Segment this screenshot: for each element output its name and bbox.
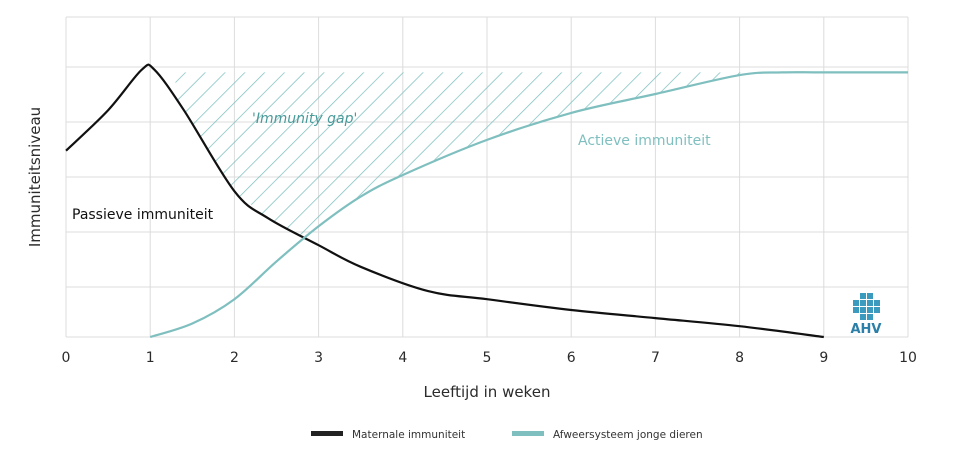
ahv-logo-mark: [853, 293, 880, 320]
x-tick-label: 8: [735, 350, 744, 366]
immunity-gap-label: 'Immunity gap': [252, 111, 357, 127]
legend: Maternale immuniteit Afweersysteem jonge…: [311, 429, 703, 441]
immunity-gap-area: [175, 72, 744, 237]
x-tick-label: 9: [819, 350, 828, 366]
x-tick-label: 1: [146, 350, 155, 366]
y-axis-title: Immuniteitsniveau: [26, 107, 44, 247]
ahv-logo: AHV: [850, 293, 882, 337]
x-tick-label: 2: [230, 350, 239, 366]
x-tick-label: 3: [314, 350, 323, 366]
x-tick-label: 6: [567, 350, 576, 366]
x-tick-label: 4: [398, 350, 407, 366]
legend-label-active: Afweersysteem jonge dieren: [553, 429, 703, 441]
ahv-logo-text: AHV: [850, 322, 881, 337]
legend-swatch-active: [512, 431, 544, 436]
x-axis-ticks: 0 1 2 3 4 5 6 7 8 9 10: [62, 350, 917, 366]
active-immunity-line: [149, 71, 908, 339]
x-tick-label: 10: [899, 350, 917, 366]
x-tick-label: 5: [483, 350, 492, 366]
maternal-immunity-line: [65, 63, 824, 339]
x-axis-title: Leeftijd in weken: [424, 383, 551, 401]
legend-swatch-maternal: [311, 431, 343, 436]
passive-immunity-label: Passieve immuniteit: [72, 207, 214, 223]
x-tick-label: 7: [651, 350, 660, 366]
legend-label-maternal: Maternale immuniteit: [352, 429, 465, 441]
x-tick-label: 0: [62, 350, 71, 366]
active-immunity-label: Actieve immuniteit: [578, 133, 711, 149]
